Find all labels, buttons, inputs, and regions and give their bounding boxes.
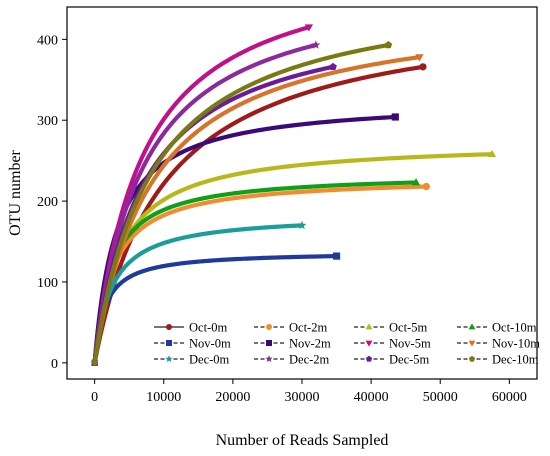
x-tick-label: 30000	[285, 390, 320, 405]
legend-marker	[166, 324, 172, 330]
legend-label: Oct-10m	[492, 321, 537, 335]
series-end-marker	[384, 41, 393, 49]
series-start-marker	[91, 359, 98, 366]
x-tick-label: 20000	[215, 390, 250, 405]
y-tick-label: 200	[37, 195, 58, 210]
legend-marker	[365, 323, 373, 330]
series-Nov-2m	[91, 113, 399, 366]
series-Dec-10m	[91, 41, 393, 366]
legend-item: Nov-0m	[154, 337, 231, 351]
legend-item: Dec-2m	[254, 353, 330, 367]
legend-label: Dec-5m	[389, 353, 430, 367]
series-Nov-10m	[91, 54, 424, 367]
y-tick-label: 300	[37, 114, 58, 129]
legend-item: Nov-10m	[457, 337, 540, 351]
legend-marker	[265, 355, 273, 363]
legend-label: Dec-10m	[492, 353, 539, 367]
legend-label: Nov-2m	[289, 337, 331, 351]
legend-label: Nov-5m	[389, 337, 431, 351]
x-tick-label: 40000	[354, 390, 389, 405]
legend-marker	[365, 340, 373, 347]
series-end-marker	[297, 220, 307, 230]
legend-item: Oct-5m	[354, 321, 427, 335]
series-end-marker	[391, 113, 399, 121]
series-layer	[90, 24, 497, 367]
y-axis-ticks: 0 100 200 300 400	[37, 33, 67, 372]
legend-label: Dec-0m	[189, 353, 230, 367]
legend-marker	[166, 340, 172, 346]
legend-label: Nov-0m	[189, 337, 231, 351]
legend-marker	[468, 340, 476, 347]
legend-item: Nov-2m	[254, 337, 331, 351]
series-end-marker	[332, 252, 341, 260]
legend-item: Oct-10m	[457, 321, 537, 335]
x-tick-label: 10000	[146, 390, 181, 405]
legend: Oct-0m Oct-2m Oct-5m Oct-10m Nov-0m Nov-2m Nov…	[154, 321, 540, 367]
series-end-marker	[419, 63, 427, 71]
legend-item: Dec-5m	[354, 353, 430, 367]
x-axis-ticks: 0 10000 20000 30000 40000 50000 60000	[91, 379, 527, 405]
legend-marker	[468, 355, 476, 362]
y-tick-label: 400	[37, 33, 58, 48]
legend-item: Dec-10m	[457, 353, 539, 367]
legend-marker	[266, 324, 272, 330]
x-tick-label: 0	[91, 390, 98, 405]
x-tick-label: 60000	[492, 390, 527, 405]
series-end-marker	[329, 62, 337, 71]
legend-label: Oct-0m	[189, 321, 227, 335]
series-line	[92, 42, 391, 365]
x-axis-title: Number of Reads Sampled	[216, 432, 389, 449]
series-line	[92, 114, 398, 365]
y-tick-label: 0	[51, 357, 58, 372]
y-axis-title: OTU number	[7, 149, 24, 235]
legend-marker	[365, 355, 373, 362]
legend-label: Oct-5m	[389, 321, 427, 335]
legend-label: Oct-2m	[289, 321, 327, 335]
series-Oct-0m	[91, 63, 427, 366]
series-end-marker	[304, 24, 314, 32]
y-tick-label: 100	[37, 276, 58, 291]
legend-marker	[468, 323, 476, 330]
legend-marker	[266, 340, 272, 346]
legend-label: Nov-10m	[492, 337, 540, 351]
x-tick-label: 50000	[423, 390, 458, 405]
legend-item: Dec-0m	[154, 353, 230, 367]
series-end-marker	[415, 54, 424, 62]
series-end-marker	[422, 182, 431, 191]
series-end-marker	[487, 149, 497, 158]
series-end-marker	[411, 178, 421, 186]
legend-item: Nov-5m	[354, 337, 431, 351]
series-end-marker	[311, 40, 321, 49]
series-Oct-2m	[91, 182, 431, 366]
legend-item: Oct-0m	[154, 321, 227, 335]
legend-marker	[165, 355, 173, 363]
legend-label: Dec-2m	[289, 353, 330, 367]
legend-item: Oct-2m	[254, 321, 327, 335]
series-line	[92, 55, 422, 365]
